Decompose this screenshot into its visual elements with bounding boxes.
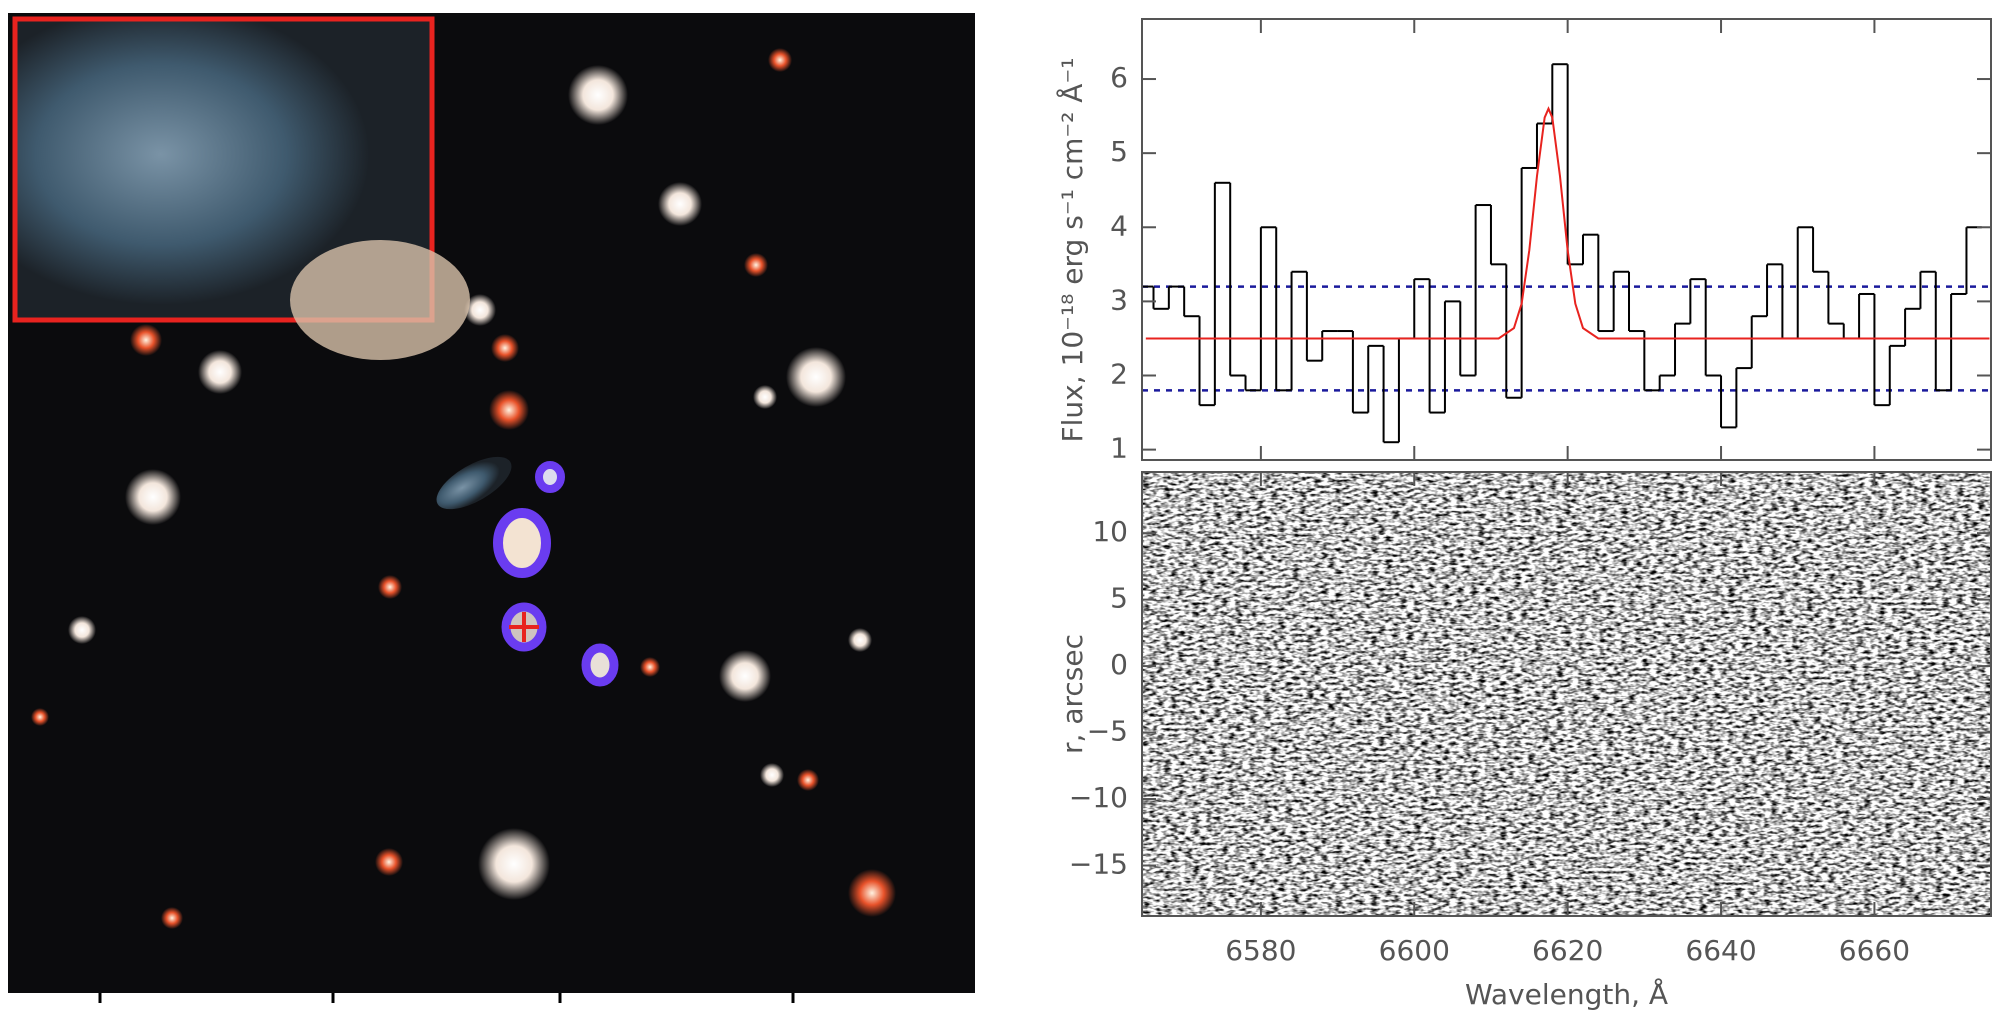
x-tick-label: 6620: [1532, 934, 1603, 967]
y-tick-label: 2: [1110, 358, 1128, 391]
x-tick-label: 6660: [1839, 934, 1910, 967]
y-tick-label: −15: [1069, 847, 1128, 880]
y-tick-label: 6: [1110, 61, 1128, 94]
y-tick-label: −10: [1069, 781, 1128, 814]
fit-line: [1145, 106, 1990, 340]
spectrum-2d-texture: [1142, 472, 1991, 916]
y-tick-label: −5: [1087, 715, 1128, 748]
y-tick-label: 10: [1092, 515, 1128, 548]
y-axis-label: r, arcsec: [1056, 634, 1089, 754]
sky-image: [8, 13, 975, 1003]
y-tick-label: 5: [1110, 135, 1128, 168]
x-axis-label: Wavelength, Å: [1465, 977, 1668, 1011]
x-tick-label: 6600: [1379, 934, 1450, 967]
y-tick-label: 3: [1110, 283, 1128, 316]
step-connector: [1152, 64, 1968, 443]
plot-frame: [1141, 18, 1992, 461]
x-tick-label: 6580: [1225, 934, 1296, 967]
y-tick-label: 0: [1110, 648, 1128, 681]
y-axis-label: Flux, 10⁻¹⁸ erg s⁻¹ cm⁻² Å⁻¹: [1055, 58, 1089, 443]
x-tick-label: 6640: [1685, 934, 1756, 967]
y-tick-label: 4: [1110, 209, 1128, 242]
y-tick-label: 5: [1110, 582, 1128, 615]
y-tick-label: 1: [1110, 432, 1128, 465]
plot-frame: [1141, 471, 1992, 917]
